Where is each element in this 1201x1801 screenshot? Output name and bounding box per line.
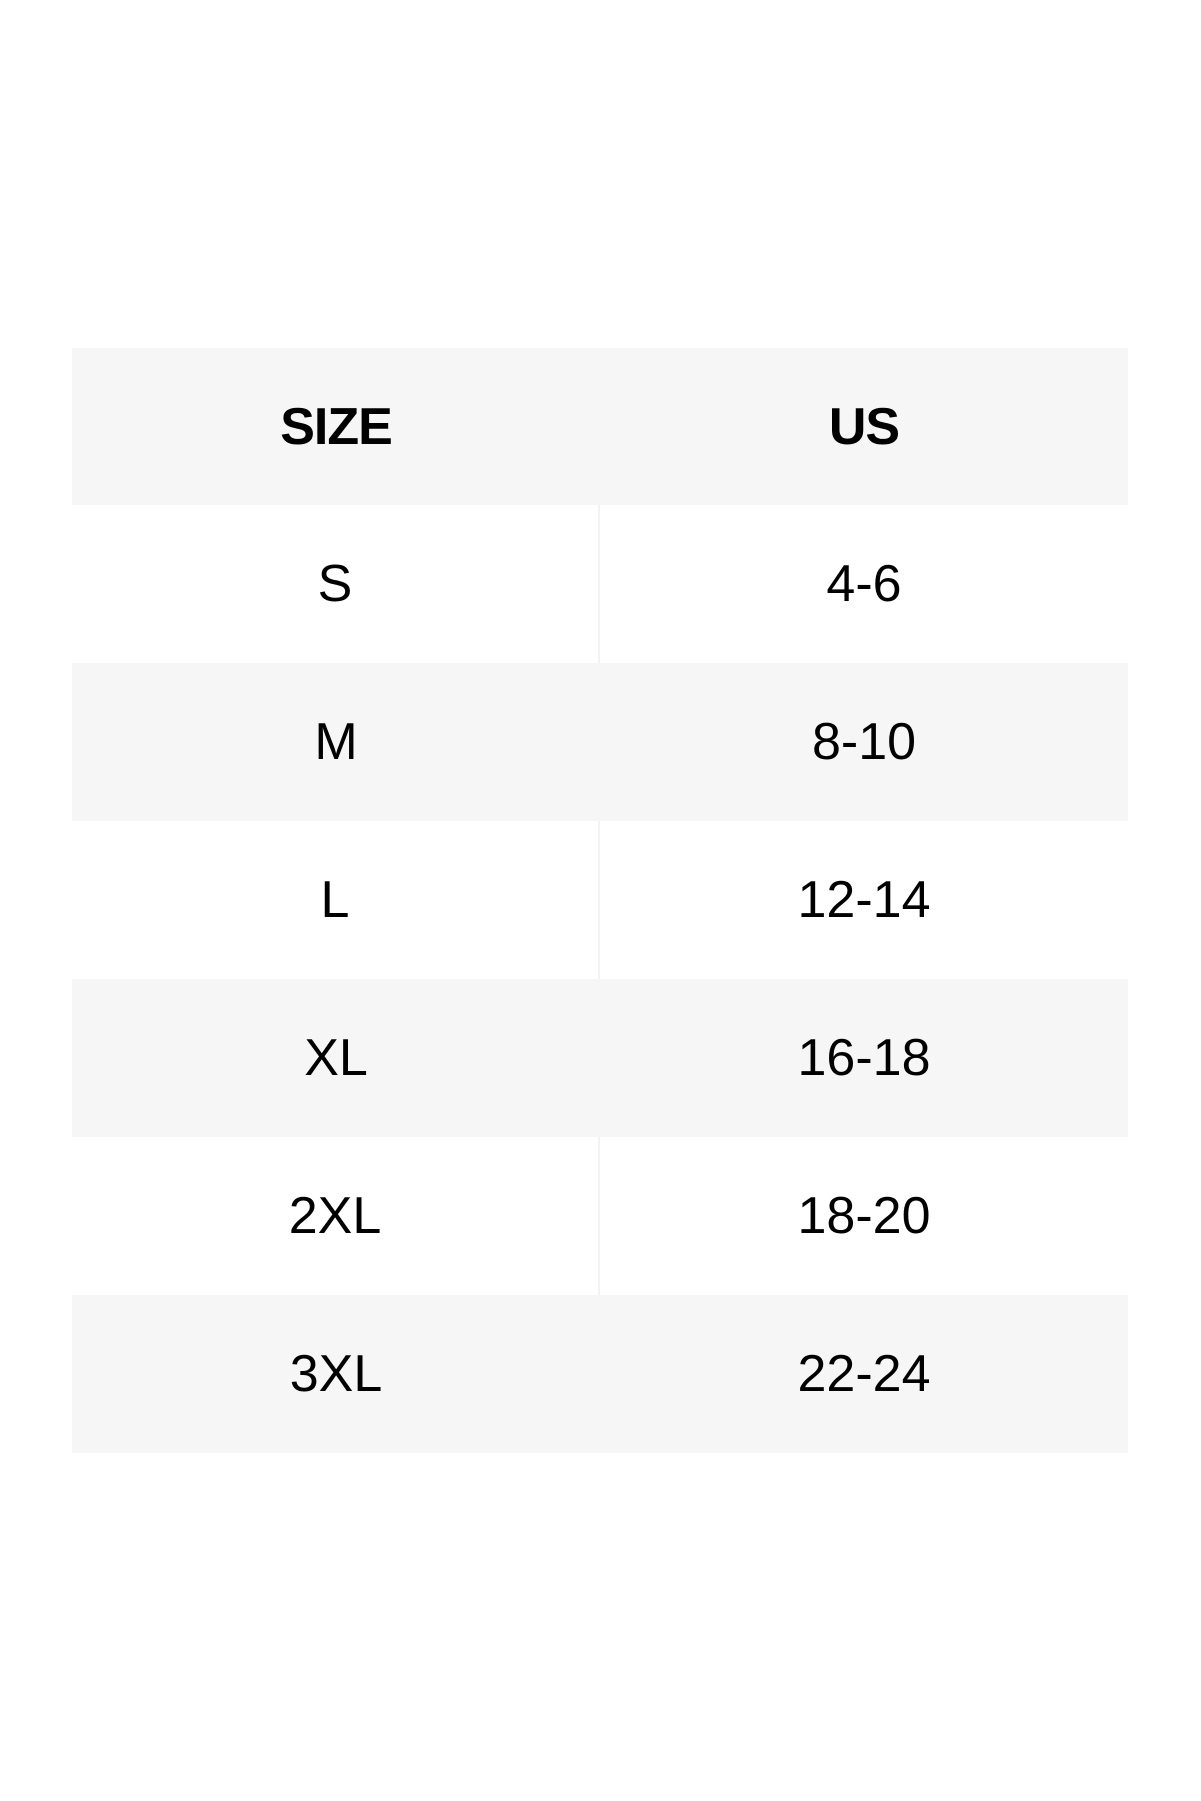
table-row: L 12-14	[72, 821, 1128, 979]
us-cell: 8-10	[811, 713, 917, 771]
table-row: M 8-10	[72, 663, 1128, 821]
header-size: SIZE	[280, 397, 393, 456]
size-cell: XL	[304, 1029, 368, 1087]
us-cell: 16-18	[797, 1029, 931, 1087]
us-cell: 12-14	[797, 871, 931, 929]
size-cell: M	[314, 713, 358, 771]
table-header-row: SIZE US	[72, 348, 1128, 505]
table-row: S 4-6	[72, 505, 1128, 663]
size-cell: 2XL	[72, 1137, 600, 1295]
size-cell: L	[72, 821, 600, 979]
table-row: 2XL 18-20	[72, 1137, 1128, 1295]
size-cell: 3XL	[289, 1345, 383, 1403]
size-chart-table: SIZE US S 4-6 M 8-10 L 12-14 XL 16-18 2X…	[72, 348, 1128, 1453]
us-cell: 4-6	[826, 555, 902, 613]
size-cell: S	[72, 505, 600, 663]
table-row: 3XL 22-24	[72, 1295, 1128, 1453]
us-cell: 22-24	[797, 1345, 931, 1403]
header-us: US	[828, 397, 900, 456]
us-cell: 18-20	[797, 1187, 931, 1245]
table-row: XL 16-18	[72, 979, 1128, 1137]
